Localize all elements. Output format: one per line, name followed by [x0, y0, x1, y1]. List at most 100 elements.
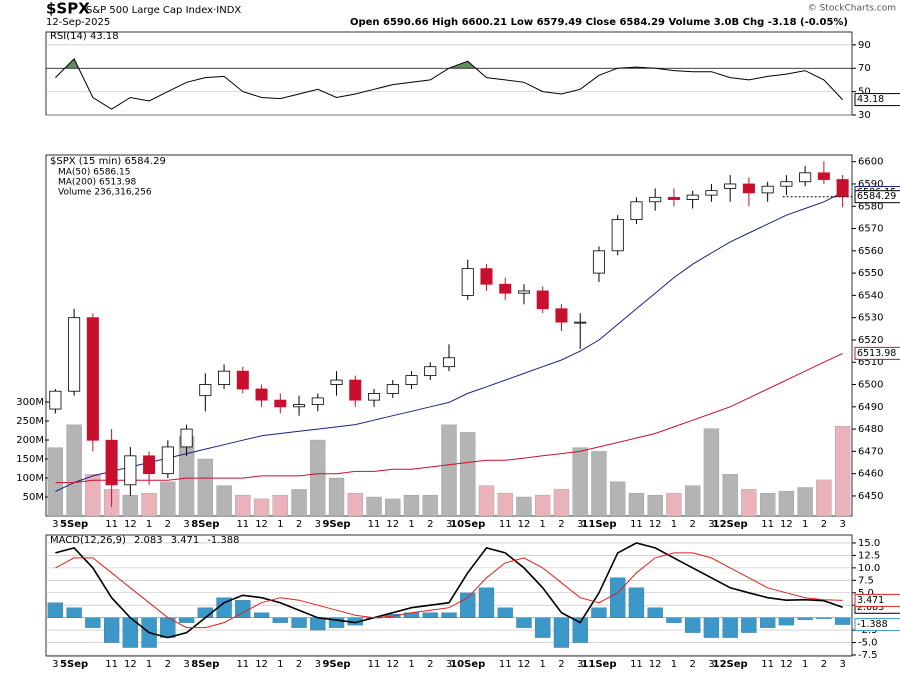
candle-body — [311, 397, 324, 405]
last-value-tag-box — [854, 93, 900, 107]
histogram-bar — [441, 612, 457, 618]
volume-tick-label: 100M — [16, 473, 44, 484]
last-value-tag: -1.388 — [857, 619, 888, 630]
x-tick-label: 9Sep — [322, 659, 350, 670]
last-value-tag: 2.083 — [857, 602, 884, 613]
volume-bar — [310, 439, 326, 517]
histogram-bar — [47, 602, 64, 618]
y-tick-label: 12.5 — [858, 550, 880, 561]
candle-body — [705, 190, 718, 196]
x-tick-label: 1 — [408, 519, 414, 530]
macd-line — [55, 552, 843, 629]
volume-tick-label: 150M — [16, 454, 44, 465]
y-tick-label: 30 — [858, 110, 871, 121]
volume-tick-label: 300M — [16, 397, 44, 408]
candle-body — [442, 357, 456, 368]
candle-body — [649, 196, 662, 203]
x-tick-label: 3 — [315, 659, 321, 670]
x-tick-label: 11 — [236, 519, 249, 530]
x-tick-label: 11Sep — [581, 519, 616, 530]
volume-bar — [272, 494, 288, 517]
x-tick-label: 5Sep — [60, 519, 88, 530]
candle-body — [199, 384, 212, 397]
volume-bar — [85, 474, 101, 517]
last-price-tag-box — [854, 190, 900, 204]
histogram-bar — [628, 587, 645, 618]
histogram-bar — [778, 617, 795, 626]
histogram-bar — [572, 617, 588, 643]
x-tick-label: 2 — [558, 519, 564, 530]
x-tick-label: 5Sep — [60, 659, 88, 670]
panel-frame — [45, 534, 853, 657]
histogram-bar — [722, 617, 738, 638]
x-tick-label: 3 — [183, 519, 189, 530]
legend-entry: -1.388 — [207, 535, 239, 546]
x-tick-label: 11 — [630, 519, 643, 530]
candle-body — [461, 268, 474, 296]
volume-bar — [722, 474, 738, 517]
x-tick-label: 12 — [386, 659, 399, 670]
candle-body — [799, 172, 812, 183]
x-tick-label: 12 — [255, 659, 268, 670]
volume-bar — [478, 485, 495, 517]
overbought-fill — [55, 58, 843, 69]
volume-bar — [741, 489, 757, 517]
histogram-bar — [178, 617, 195, 623]
volume-bar — [778, 491, 795, 517]
x-tick-label: 8Sep — [191, 659, 219, 670]
candle-body — [180, 428, 193, 448]
volume-bar — [403, 494, 420, 517]
volume-bar — [253, 498, 270, 517]
histogram-bar — [760, 617, 776, 628]
x-tick-label: 3 — [446, 519, 452, 530]
moving-average-line — [55, 352, 843, 484]
x-tick-label: 11 — [761, 659, 774, 670]
x-tick-label: 12 — [780, 659, 793, 670]
y-tick-label: 15.0 — [858, 538, 880, 549]
candle-body — [555, 308, 568, 323]
histogram-bar — [610, 577, 626, 618]
x-tick-label: 3 — [839, 659, 845, 670]
histogram-bar — [460, 592, 476, 618]
candle-body — [592, 250, 605, 274]
volume-bar — [160, 481, 176, 517]
volume-bar — [610, 481, 626, 517]
x-tick-label: 12 — [649, 519, 662, 530]
volume-tick-label: 250M — [16, 416, 44, 427]
panel-title: $SPX (15 min) 6584.29 — [50, 156, 166, 167]
x-tick-label: 12Sep — [713, 659, 748, 670]
candle-body — [218, 370, 231, 385]
symbol: $SPX — [46, 0, 90, 18]
candle-body — [724, 183, 737, 189]
histogram-bar — [103, 617, 120, 643]
y-tick-label: 6550 — [858, 268, 883, 279]
security-name: S&P 500 Large Cap Index·INDX — [86, 5, 241, 16]
candle-body — [499, 283, 512, 294]
legend-entry: 2.083 — [134, 535, 163, 546]
volume-bar — [535, 494, 551, 517]
x-tick-label: 2 — [689, 519, 695, 530]
volume-bar — [628, 493, 645, 517]
candle-body — [49, 390, 62, 410]
volume-bar — [834, 426, 851, 517]
y-tick-label: 50 — [858, 87, 871, 98]
volume-bar — [216, 485, 232, 517]
volume-bar — [122, 494, 138, 517]
x-tick-label: 11 — [236, 659, 249, 670]
candle-body — [236, 370, 249, 390]
y-tick-label: 7.5 — [858, 575, 874, 586]
x-tick-label: 1 — [540, 519, 546, 530]
ma-value-tag-box — [854, 346, 900, 360]
x-tick-label: 11 — [105, 519, 118, 530]
last-price-tag: 6584.29 — [857, 191, 896, 202]
x-tick-label: 3 — [183, 659, 189, 670]
y-tick-label: 6460 — [858, 469, 883, 480]
candle-body — [68, 317, 81, 392]
x-tick-label: 1 — [408, 659, 414, 670]
x-tick-label: 1 — [146, 659, 152, 670]
legend-entry: MA(200) 6513.98 — [58, 178, 136, 188]
y-tick-label: 6450 — [858, 491, 883, 502]
y-tick-label: 6530 — [858, 313, 883, 324]
rsi-line — [55, 58, 843, 110]
candle-body — [255, 388, 268, 401]
